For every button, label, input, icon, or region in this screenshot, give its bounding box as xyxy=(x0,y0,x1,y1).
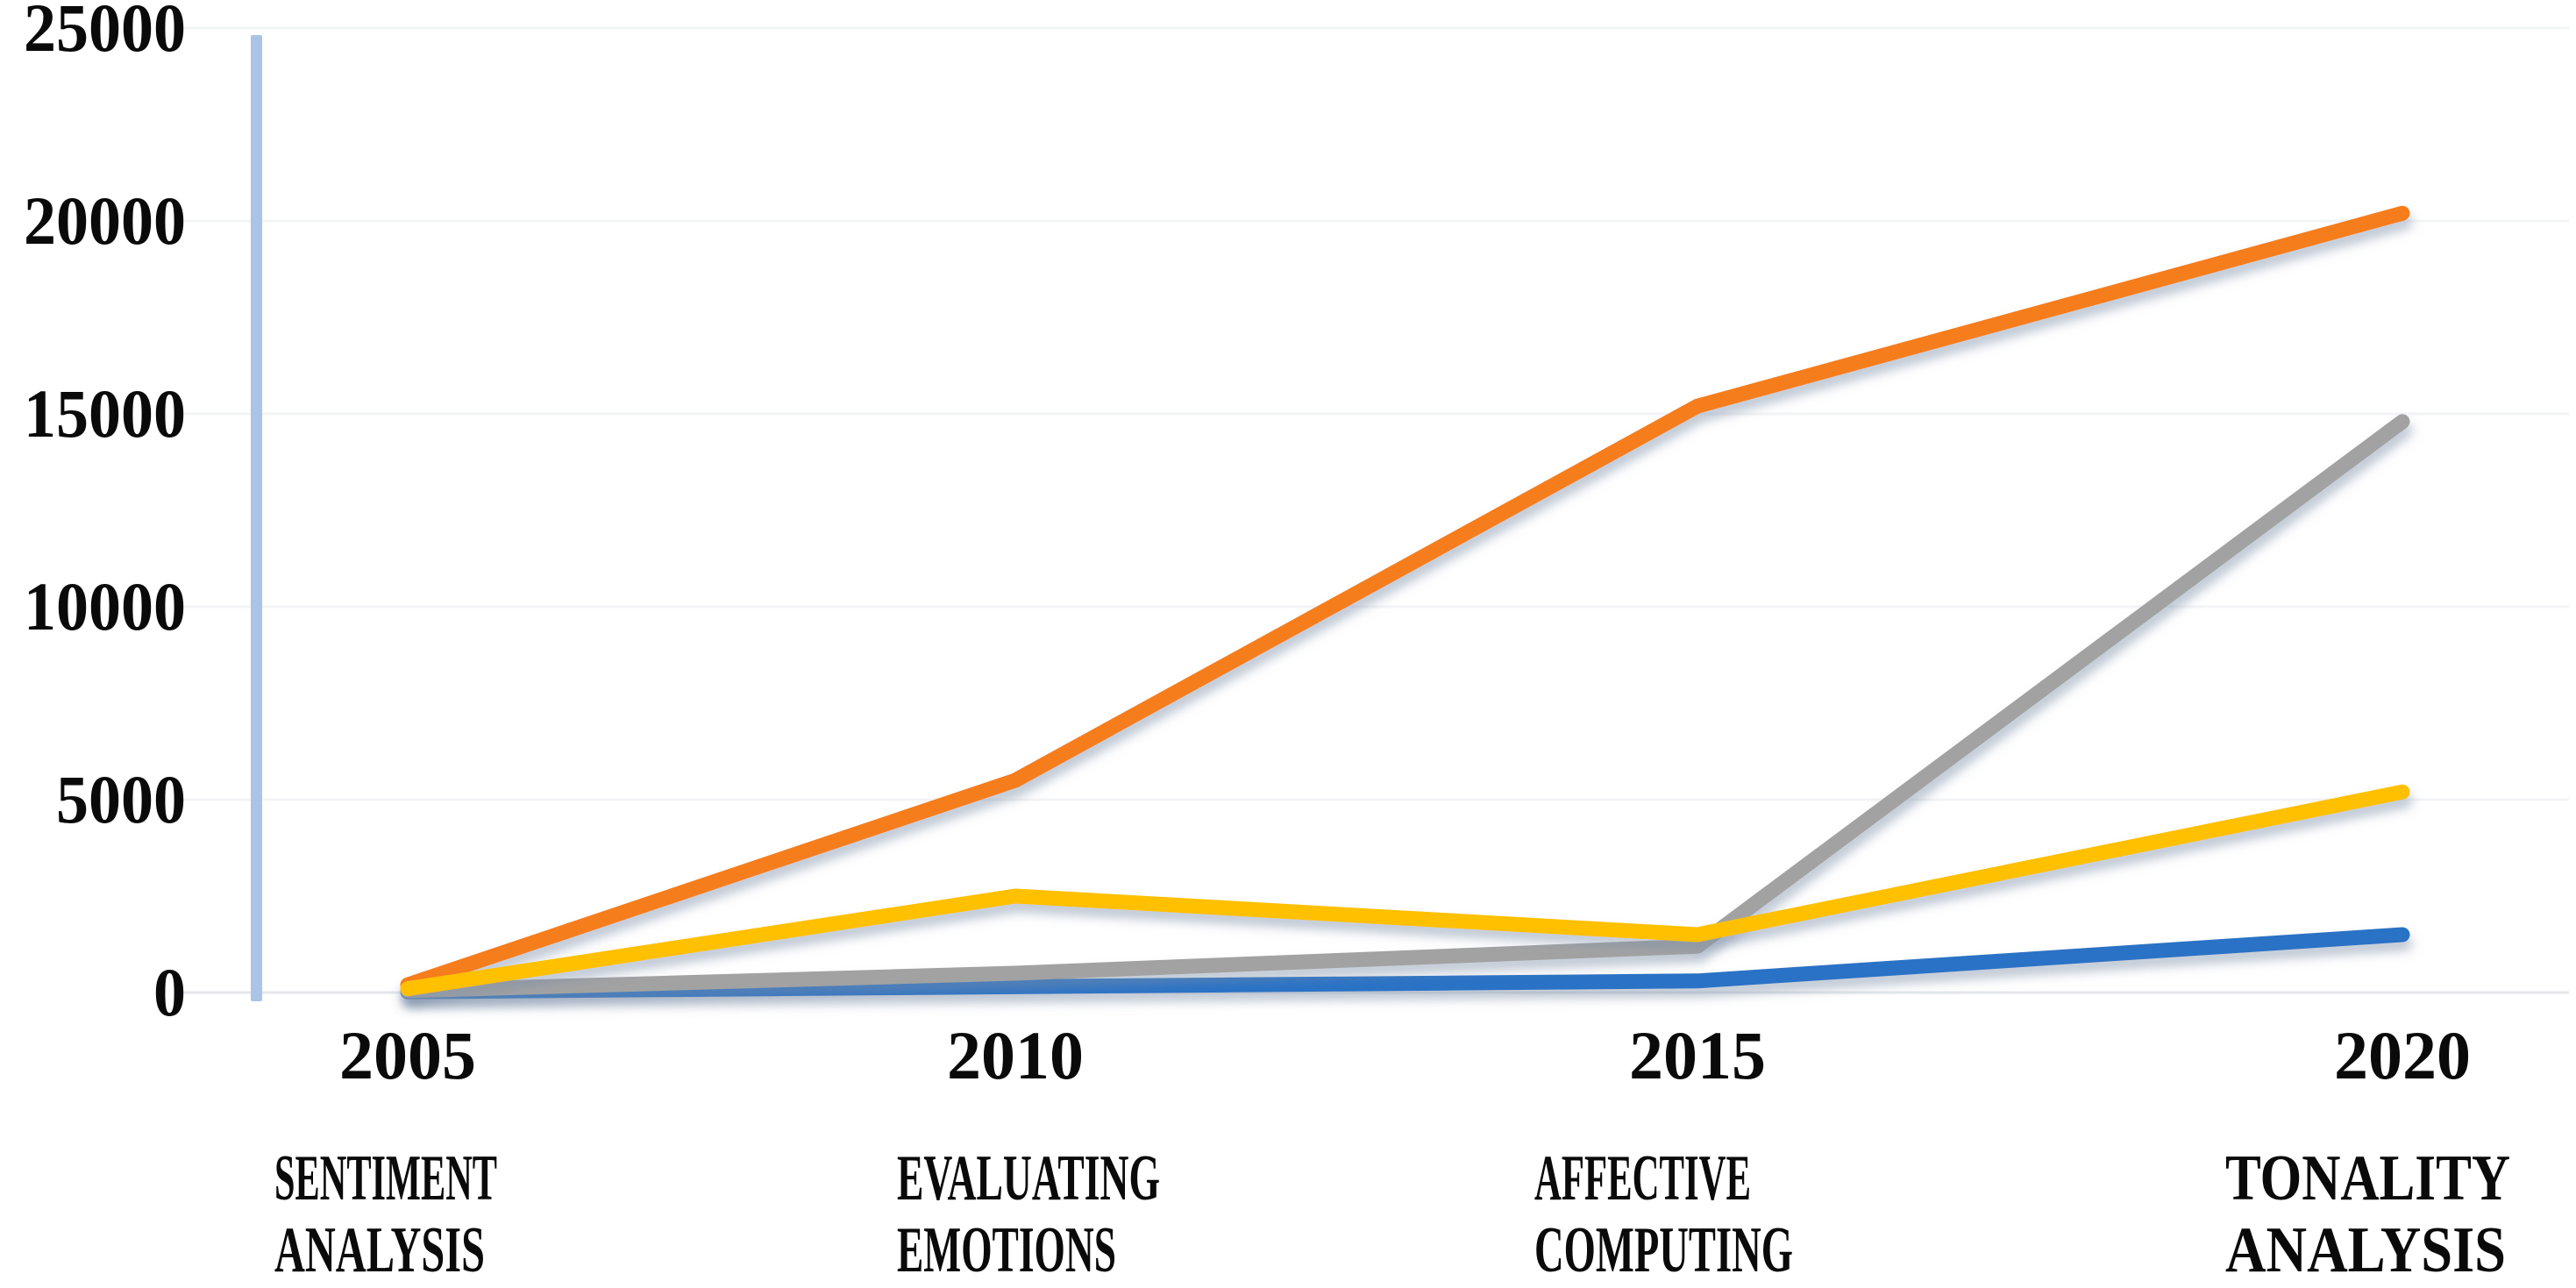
x-axis-tick-label: 2020 xyxy=(2334,1017,2471,1093)
y-axis-tick-label: 20000 xyxy=(24,182,186,259)
legend-label-line: ANALYSIS xyxy=(274,1214,485,1286)
y-axis-tick-label: 5000 xyxy=(56,761,186,837)
y-axis-line xyxy=(251,35,262,1001)
legend-label-line: SENTIMENT xyxy=(274,1142,497,1214)
legend-label-line: COMPUTING xyxy=(1534,1214,1793,1286)
y-axis-tick-label: 0 xyxy=(153,954,186,1030)
legend-label-line: TONALITY xyxy=(2225,1142,2510,1214)
y-axis-tick-label: 10000 xyxy=(24,568,186,644)
series-line-tonality-analysis xyxy=(400,784,2410,997)
gridlines xyxy=(182,26,2569,994)
y-axis-tick-label: 15000 xyxy=(24,375,186,452)
x-axis-tick-label: 2015 xyxy=(1629,1017,1766,1093)
x-axis-tick-label: 2010 xyxy=(947,1017,1084,1093)
legend-label-line: AFFECTIVE xyxy=(1534,1142,1751,1214)
y-axis-line xyxy=(251,35,262,1001)
chart-legend: SENTIMENTANALYSISEVALUATINGEMOTIONSAFFEC… xyxy=(138,1142,2510,1286)
series-line-affective-computing xyxy=(400,414,2410,999)
series-lines xyxy=(400,205,2410,1000)
legend-label-line: EVALUATING xyxy=(897,1142,1160,1214)
x-axis-labels: 2005 2010 2015 2020 xyxy=(339,1017,2471,1093)
y-axis-labels: 0 5000 10000 15000 20000 25000 xyxy=(24,0,186,1030)
x-axis-tick-label: 2005 xyxy=(339,1017,476,1093)
y-axis-tick-label: 25000 xyxy=(24,0,186,66)
legend-label-line: EMOTIONS xyxy=(897,1214,1116,1286)
legend-label-line: ANALYSIS xyxy=(2225,1214,2506,1286)
series-line-evaluating-emotions xyxy=(400,205,2410,993)
